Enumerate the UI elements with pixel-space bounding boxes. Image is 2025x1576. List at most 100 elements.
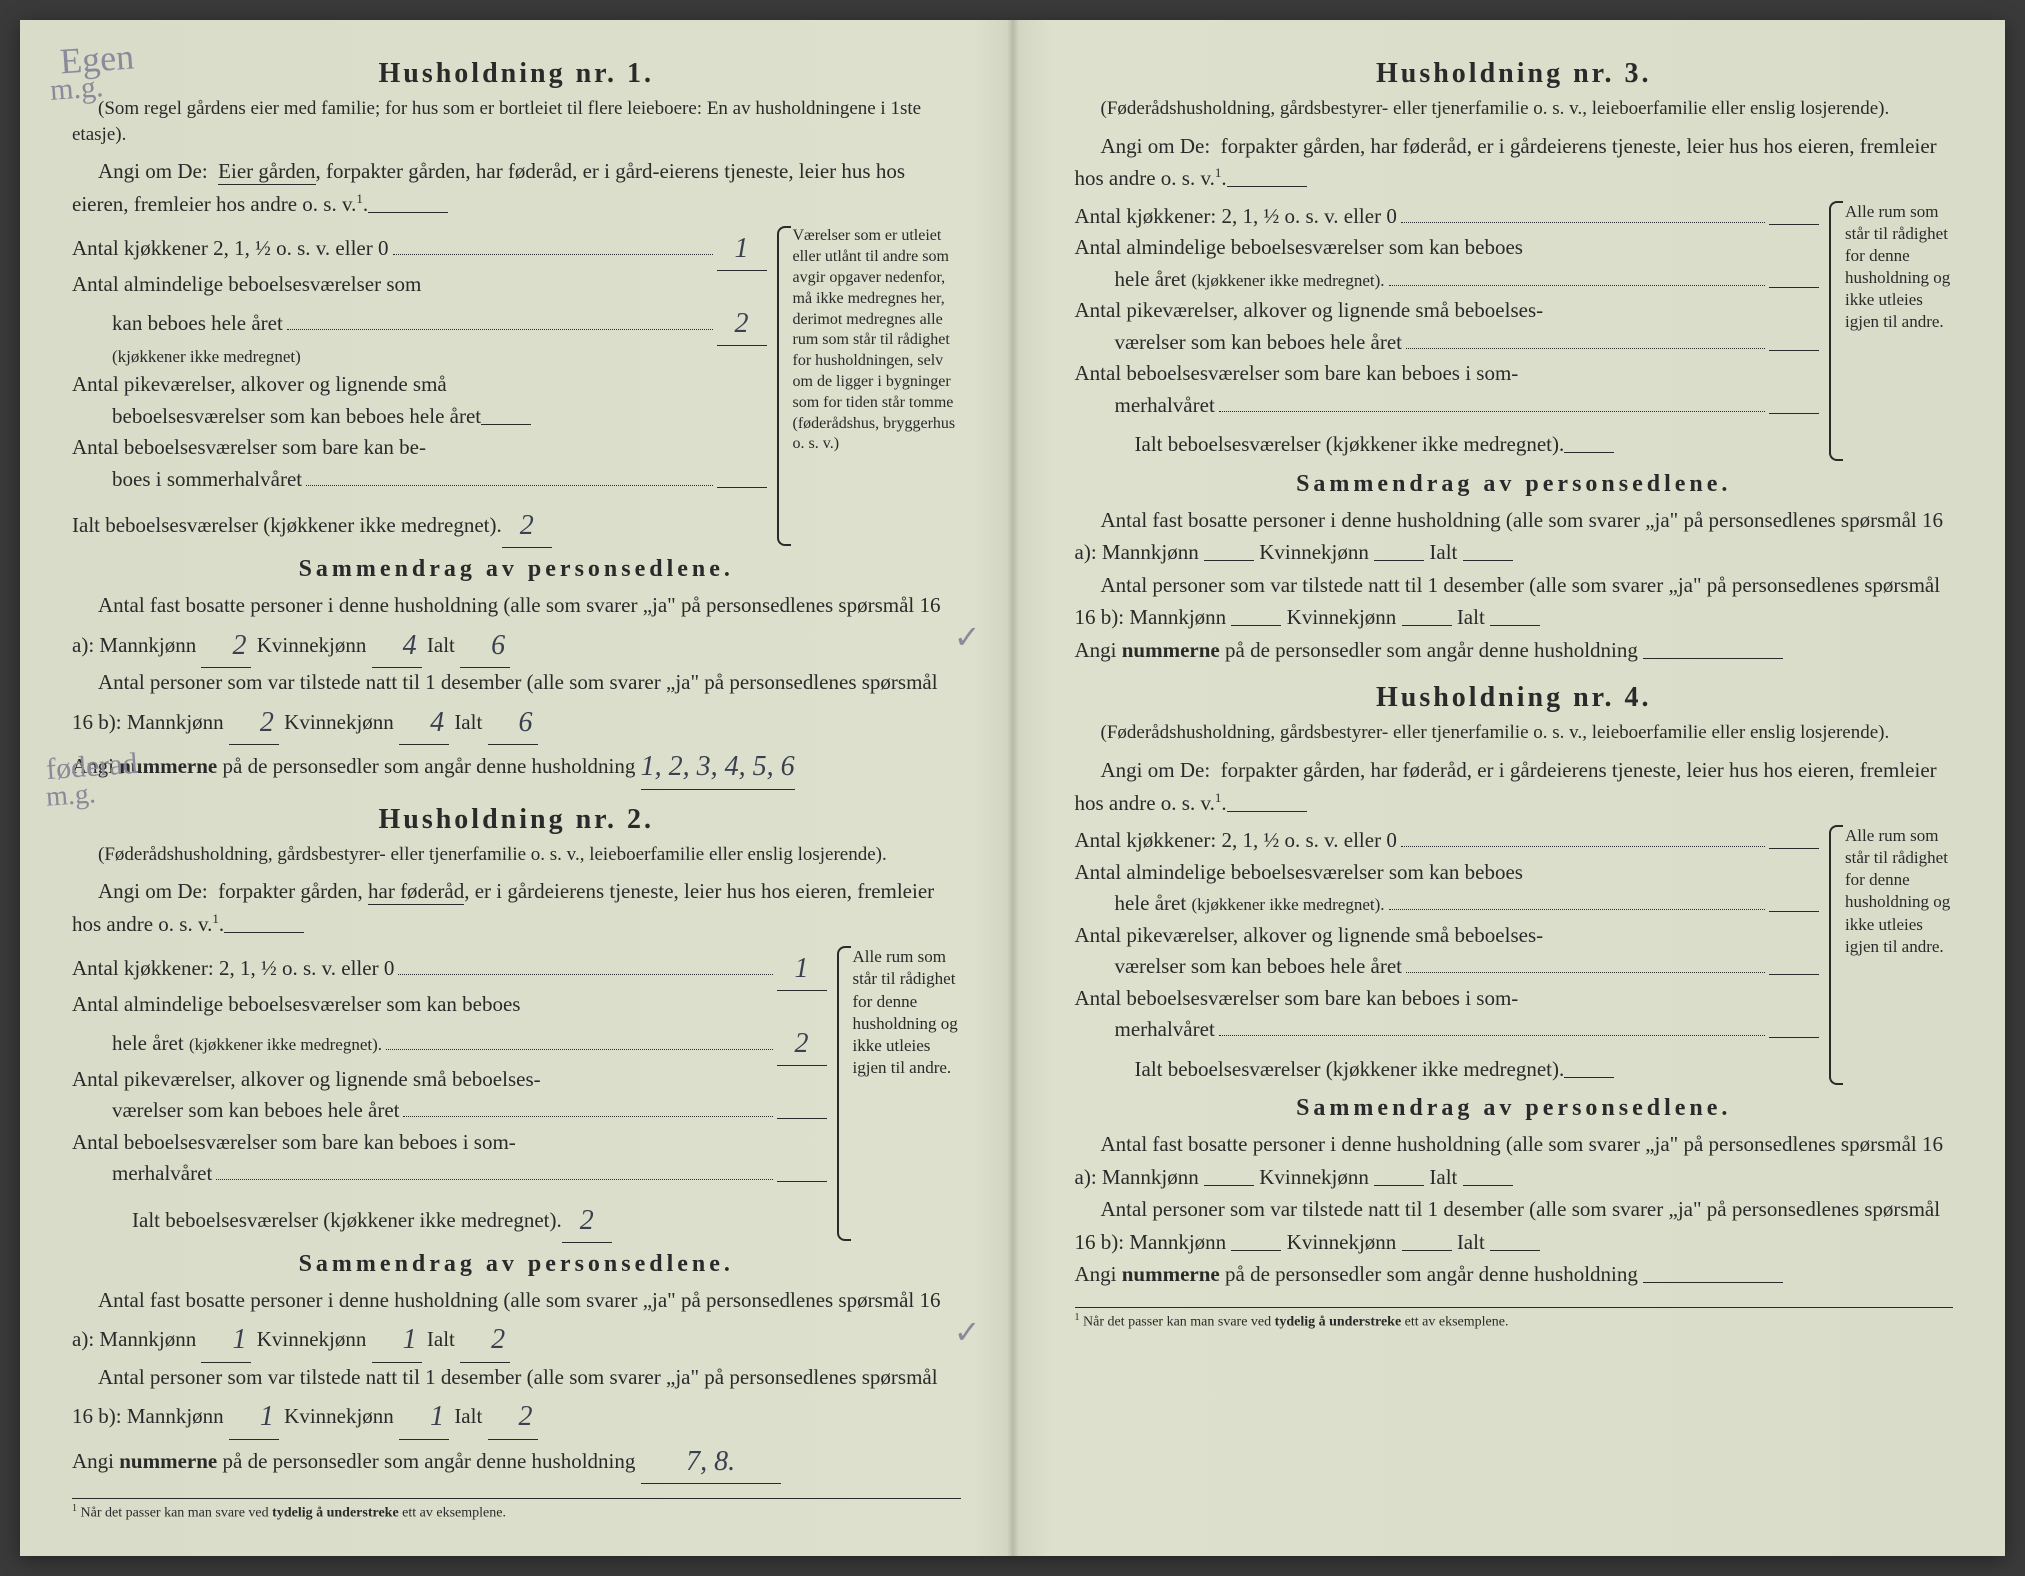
h3-mann-16b[interactable]: [1231, 625, 1281, 626]
h2-nummer-value[interactable]: 7, 8.: [641, 1440, 781, 1484]
h1-nummer-value[interactable]: 1, 2, 3, 4, 5, 6: [641, 745, 795, 789]
h1-kjokken-label: Antal kjøkkener 2, 1, ½ o. s. v. eller 0: [72, 233, 389, 265]
h4-pike-value[interactable]: [1769, 974, 1819, 975]
h1-alm-label: Antal almindelige beboelsesværelser som: [72, 269, 421, 301]
h3-kjokken-value[interactable]: [1769, 224, 1819, 225]
h3-title: Husholdning nr. 3.: [1075, 58, 1954, 90]
h4-mann-label2: Mannkjønn: [1129, 1230, 1226, 1254]
h3-pike: Antal pikeværelser, alkover og lignende …: [1075, 295, 1820, 327]
footnote-right: 1 Når det passer kan man svare ved tydel…: [1075, 1307, 1954, 1331]
h3-nummer-value[interactable]: [1643, 658, 1783, 659]
h2-ialtp-label: Ialt: [427, 1327, 455, 1351]
h4-angi-blank[interactable]: [1227, 811, 1307, 812]
h4-kjokken: Antal kjøkkener: 2, 1, ½ o. s. v. eller …: [1075, 825, 1820, 857]
h1-pike-label2: beboelsesværelser som kan beboes hele år…: [72, 401, 481, 433]
h3-fast: Antal fast bosatte personer i denne hush…: [1075, 504, 1954, 569]
h4-kvinne-16b[interactable]: [1402, 1250, 1452, 1251]
h1-sommer-value[interactable]: [717, 487, 767, 488]
h1-sidenote-text: Værelser som er utleiet eller utlånt til…: [793, 227, 956, 452]
h1-ialt-value[interactable]: 2: [502, 505, 552, 548]
h3-kvinne-label2: Kvinnekjønn: [1287, 605, 1397, 629]
h4-sommer-value[interactable]: [1769, 1037, 1819, 1038]
h2-kvinne-16a[interactable]: 1: [372, 1318, 422, 1362]
h2-mann-16b[interactable]: 1: [229, 1395, 279, 1439]
h1-alm-note: (kjøkkener ikke medregnet): [72, 344, 767, 370]
h4-nummer-value[interactable]: [1643, 1282, 1783, 1283]
h1-pike-label: Antal pikeværelser, alkover og lignende …: [72, 369, 447, 401]
h4-fields: Antal kjøkkener: 2, 1, ½ o. s. v. eller …: [1075, 825, 1820, 1085]
h3-mann-label: Mannkjønn: [1102, 540, 1199, 564]
h2-fields: Antal kjøkkener: 2, 1, ½ o. s. v. eller …: [72, 946, 827, 1241]
household-3: Husholdning nr. 3. (Føderådshusholdning,…: [1075, 58, 1954, 666]
h3-alm-label2: hele året (kjøkkener ikke medregnet).: [1075, 264, 1385, 296]
h4-ialt-16b[interactable]: [1490, 1250, 1540, 1251]
h4-ialt-16a[interactable]: [1463, 1185, 1513, 1186]
h1-kjokken-value[interactable]: 1: [717, 228, 767, 271]
h3-sidenote: Alle rum som står til rådighet for denne…: [1833, 201, 1953, 461]
h2-alm-value[interactable]: 2: [777, 1023, 827, 1066]
h1-sommer-label2: boes i sommerhalvåret: [72, 464, 302, 496]
h1-content: Antal kjøkkener 2, 1, ½ o. s. v. eller 0…: [72, 226, 961, 546]
h1-alm2: kan beboes hele året 2: [72, 301, 767, 344]
h1-pike-value[interactable]: [481, 424, 531, 425]
h3-angi-prefix: Angi om De:: [1101, 134, 1211, 158]
h4-ialtp-label2: Ialt: [1457, 1230, 1485, 1254]
h4-ialt-value[interactable]: [1564, 1077, 1614, 1078]
h1-ialt-16b[interactable]: 6: [488, 701, 538, 745]
h2-subtitle: (Føderådshusholdning, gårdsbestyrer- ell…: [72, 842, 961, 868]
h1-kvinne-label: Kvinnekjønn: [257, 633, 367, 657]
h1-kvinne-16a[interactable]: 4: [372, 624, 422, 668]
h1-mann-16a[interactable]: 2: [201, 624, 251, 668]
h4-alm: Antal almindelige beboelsesværelser som …: [1075, 857, 1820, 889]
h3-pike-label2: værelser som kan beboes hele året: [1075, 327, 1402, 359]
h3-pike-value[interactable]: [1769, 350, 1819, 351]
h4-mann-16b[interactable]: [1231, 1250, 1281, 1251]
h3-ialt-16a[interactable]: [1463, 560, 1513, 561]
h2-kjokken: Antal kjøkkener: 2, 1, ½ o. s. v. eller …: [72, 946, 827, 989]
h2-pike2: værelser som kan beboes hele året: [72, 1095, 827, 1127]
household-4: Husholdning nr. 4. (Føderådshusholdning,…: [1075, 682, 1954, 1290]
h3-pike-label: Antal pikeværelser, alkover og lignende …: [1075, 295, 1544, 327]
h2-pike: Antal pikeværelser, alkover og lignende …: [72, 1064, 827, 1096]
h4-content: Antal kjøkkener: 2, 1, ½ o. s. v. eller …: [1075, 825, 1954, 1085]
h2-ialt-value[interactable]: 2: [562, 1200, 612, 1243]
h3-alm-value[interactable]: [1769, 287, 1819, 288]
h4-kvinne-16a[interactable]: [1374, 1185, 1424, 1186]
h1-ialt-16a[interactable]: 6: [460, 624, 510, 668]
h4-alm-value[interactable]: [1769, 911, 1819, 912]
h2-mann-label2: Mannkjønn: [127, 1404, 224, 1428]
footnote-left: 1 Når det passer kan man svare ved tydel…: [72, 1498, 961, 1522]
h2-kjokken-value[interactable]: 1: [777, 948, 827, 991]
h2-ialt-16a[interactable]: 2: [460, 1318, 510, 1362]
h2-ialt-16b[interactable]: 2: [488, 1395, 538, 1439]
h2-angi-blank[interactable]: [224, 932, 304, 933]
h2-angi-prefix: Angi om De:: [98, 879, 208, 903]
h3-sommer-value[interactable]: [1769, 413, 1819, 414]
h2-tilstede: Antal personer som var tilstede natt til…: [72, 1361, 961, 1438]
h2-sommer-value[interactable]: [777, 1181, 827, 1182]
h4-pike-label2: værelser som kan beboes hele året: [1075, 951, 1402, 983]
h4-mann-16a[interactable]: [1204, 1185, 1254, 1186]
h3-fields: Antal kjøkkener: 2, 1, ½ o. s. v. eller …: [1075, 201, 1820, 461]
h4-pike-label: Antal pikeværelser, alkover og lignende …: [1075, 920, 1544, 952]
h2-fast: Antal fast bosatte personer i denne hush…: [72, 1284, 961, 1361]
h2-angi-underlined: har føderåd: [368, 879, 464, 905]
h3-ialt-value[interactable]: [1564, 452, 1614, 453]
h3-kvinne-16a[interactable]: [1374, 560, 1424, 561]
h3-ialt-16b[interactable]: [1490, 625, 1540, 626]
h1-mann-16b[interactable]: 2: [229, 701, 279, 745]
h3-mann-16a[interactable]: [1204, 560, 1254, 561]
h1-alm-value[interactable]: 2: [717, 303, 767, 346]
h3-sommer: Antal beboelsesværelser som bare kan beb…: [1075, 358, 1820, 390]
h1-kvinne-16b[interactable]: 4: [399, 701, 449, 745]
h3-kvinne-16b[interactable]: [1402, 625, 1452, 626]
h1-angi-blank[interactable]: [368, 212, 448, 213]
h2-pike-value[interactable]: [777, 1118, 827, 1119]
h2-kvinne-16b[interactable]: 1: [399, 1395, 449, 1439]
h4-sidenote: Alle rum som står til rådighet for denne…: [1833, 825, 1953, 1085]
h2-alm: Antal almindelige beboelsesværelser som …: [72, 989, 827, 1021]
pencil-note-4: m.g.: [45, 778, 97, 813]
h4-kjokken-value[interactable]: [1769, 848, 1819, 849]
h2-mann-16a[interactable]: 1: [201, 1318, 251, 1362]
h3-angi-blank[interactable]: [1227, 186, 1307, 187]
